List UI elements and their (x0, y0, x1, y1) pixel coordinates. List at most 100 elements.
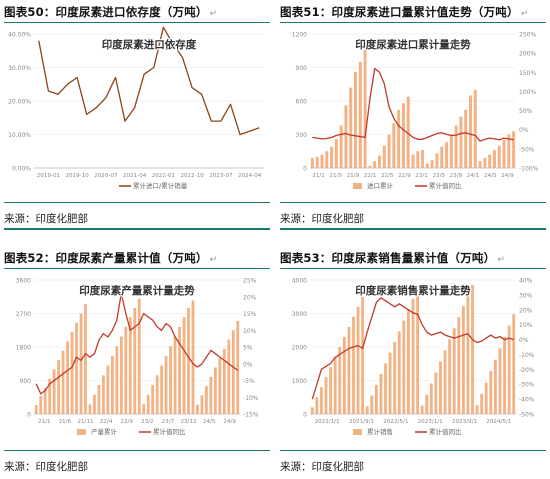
divider (280, 450, 546, 451)
bar (200, 395, 204, 414)
bar (402, 320, 406, 414)
bar (342, 336, 346, 414)
y-tick-label: 0 (303, 166, 307, 173)
y2-tick-label: -20% (519, 367, 535, 374)
bar (373, 161, 377, 168)
bar (387, 134, 391, 168)
bar (236, 320, 240, 414)
divider (4, 228, 270, 230)
divider (280, 228, 546, 230)
y2-tick-label: -30% (519, 382, 535, 389)
y2-tick-label: 40% (519, 278, 533, 285)
y-tick-label: 4000 (292, 278, 307, 285)
bar (425, 163, 429, 168)
y2-tick-label: 15% (243, 311, 257, 318)
bar (507, 325, 511, 414)
bar (416, 290, 419, 414)
y-tick-label: 0 (27, 412, 31, 419)
bar (457, 317, 461, 414)
chart-import-cumulative: 0 300 600 900 1200 -100% -50% 0% 50% 100% 150% 200%… (292, 32, 539, 191)
bar (325, 151, 329, 168)
x-tick-label: 23/7 (162, 419, 175, 425)
x-tick-label: 24/9 (501, 173, 514, 179)
divider (4, 268, 270, 269)
bar (358, 61, 362, 168)
bar (449, 134, 453, 168)
bar (213, 367, 217, 414)
bar (344, 105, 348, 168)
y-tick-label: 300 (296, 132, 308, 139)
x-tick-label: 2019-10 (65, 173, 89, 179)
legend-label: 进口累计 (367, 181, 394, 190)
y2-tick-label: -10% (519, 352, 535, 359)
bar (169, 346, 172, 414)
x-tick-label: 2023-07 (209, 173, 233, 179)
y2-tick-label: 50% (519, 108, 533, 115)
y2-tick-label: 30% (519, 292, 533, 299)
panel-52: 图表52：印度尿素产量累计值（万吨） ↵ 0 900 1800 2700 3600 -15%… (4, 250, 270, 476)
bar (484, 382, 488, 414)
bar (370, 395, 374, 414)
bar (363, 47, 367, 168)
bar (66, 341, 69, 414)
chart-title: 印度尿素销售累计量走势 (355, 284, 471, 297)
x-tick-label: 23/1 (415, 173, 428, 179)
divider (4, 22, 270, 23)
y2-tick-label: -100% (519, 166, 539, 173)
bar (182, 317, 186, 414)
bar (146, 394, 150, 414)
bar (102, 375, 105, 414)
source-note: 来源：印度化肥部 (280, 213, 364, 225)
bar (356, 306, 360, 414)
bar (88, 404, 92, 414)
bar (464, 109, 468, 168)
y2-tick-label: 0% (243, 361, 253, 368)
bar (502, 140, 506, 168)
y-tick-label: 0 (303, 412, 307, 419)
bar (512, 314, 516, 414)
y2-tick-label: -40% (519, 397, 535, 404)
x-tick-label: 2019-01 (37, 173, 61, 179)
bar (471, 285, 474, 414)
bar (75, 322, 78, 414)
bar (459, 116, 463, 168)
x-tick-label: 22/5 (381, 173, 394, 179)
bar (164, 355, 168, 414)
x-tick-label: 21/1 (38, 419, 51, 425)
legend-label: 累计进口/累计销量 (133, 181, 188, 190)
x-tick-label: 2022-10 (180, 173, 204, 179)
bar (61, 350, 65, 414)
bar (454, 125, 458, 168)
x-tick-label: 2021/9/1 (349, 419, 375, 425)
legend-label: 累计值同比 (429, 181, 462, 190)
bar (330, 146, 334, 168)
bar (106, 365, 110, 414)
panel-53: 图表53：印度尿素销售量累计值（万吨） ↵ 0 1000 2000 3000 4000 -5… (280, 250, 546, 476)
bar (480, 393, 484, 414)
bar (119, 336, 123, 414)
y2-tick-label: 20% (243, 294, 257, 301)
y-tick-label: 1800 (16, 345, 31, 352)
bar (142, 404, 146, 414)
y-tick-label: 3600 (16, 278, 31, 285)
bar (43, 387, 47, 414)
bar (429, 383, 433, 414)
y2-tick-label: -50% (519, 412, 535, 419)
bar (347, 326, 351, 414)
y-tick-label: 40.00% (8, 32, 31, 39)
y-tick-label: 1000 (292, 378, 307, 385)
bar (382, 145, 386, 168)
chart-sales-cumulative: 0 1000 2000 3000 4000 -50% -40% -30% -20% -10% 0% 1… (292, 278, 535, 437)
bar (97, 384, 101, 414)
y2-tick-label: 250% (519, 32, 536, 39)
bar (411, 299, 415, 414)
bar (48, 378, 52, 414)
x-tick-label: 2023/1/1 (418, 419, 444, 425)
bar (401, 103, 405, 168)
bar (421, 150, 425, 168)
bar (498, 348, 502, 414)
y-tick-label: 0.00% (12, 166, 31, 173)
bar (310, 407, 314, 414)
x-tick-label: 2022-01 (152, 173, 176, 179)
bar (315, 397, 319, 414)
